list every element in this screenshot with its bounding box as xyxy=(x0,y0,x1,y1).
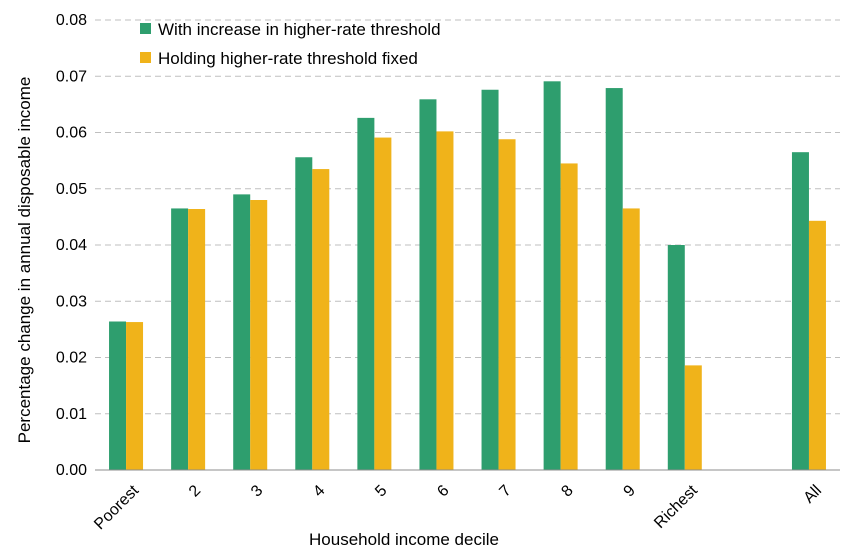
bar xyxy=(295,157,313,470)
bar xyxy=(233,194,251,470)
bar xyxy=(109,321,127,470)
bar xyxy=(808,220,826,470)
x-tick-label: 8 xyxy=(558,482,576,500)
y-tick-label: 0.08 xyxy=(56,12,87,29)
y-tick-label: 0.07 xyxy=(56,68,87,85)
legend: With increase in higher-rate threshold H… xyxy=(140,20,441,68)
bar xyxy=(560,163,578,470)
bar xyxy=(188,209,206,470)
y-tick-label: 0.01 xyxy=(56,406,87,423)
x-tick-label: 7 xyxy=(496,482,514,500)
bar xyxy=(419,99,437,470)
x-tick-label: 5 xyxy=(372,482,390,500)
x-axis-title: Household income decile xyxy=(309,530,499,549)
x-tick-label: Richest xyxy=(651,482,701,532)
legend-swatch-with-increase xyxy=(140,23,151,34)
x-tick-label: 3 xyxy=(248,482,266,500)
bar xyxy=(357,117,375,470)
x-tick-label: 6 xyxy=(434,482,452,500)
y-axis-title: Percentage change in annual disposable i… xyxy=(15,77,34,444)
bar xyxy=(436,131,454,470)
legend-label-holding-fixed: Holding higher-rate threshold fixed xyxy=(158,49,418,68)
y-tick-label: 0.06 xyxy=(56,125,87,142)
bar xyxy=(543,81,561,470)
gridlines xyxy=(95,19,840,415)
bars xyxy=(109,81,826,470)
bar xyxy=(791,152,809,470)
y-tick-label: 0.05 xyxy=(56,181,87,198)
bar xyxy=(605,88,623,470)
y-tick-label: 0.04 xyxy=(56,237,87,254)
bar xyxy=(481,89,499,470)
bar xyxy=(374,137,392,470)
bar xyxy=(684,365,702,470)
legend-label-with-increase: With increase in higher-rate threshold xyxy=(158,20,441,39)
bar xyxy=(250,200,268,470)
legend-swatch-holding-fixed xyxy=(140,52,151,63)
bar xyxy=(171,208,189,470)
bar xyxy=(498,139,516,470)
x-tick-label: 9 xyxy=(621,482,639,500)
x-tick-label: 2 xyxy=(186,482,204,500)
bar xyxy=(667,245,685,470)
y-tick-label: 0.02 xyxy=(56,350,87,367)
bar xyxy=(312,169,330,470)
y-tick-labels: 0.00 0.01 0.02 0.03 0.04 0.05 0.06 0.07 0.08 xyxy=(56,12,87,479)
x-tick-label: All xyxy=(801,482,826,507)
x-tick-labels: Poorest 2 3 4 5 6 7 8 9 Richest All xyxy=(91,482,825,533)
bar xyxy=(622,208,640,470)
x-tick-label: Poorest xyxy=(91,482,142,533)
x-tick-label: 4 xyxy=(310,482,328,500)
y-tick-label: 0.03 xyxy=(56,293,87,310)
bar xyxy=(126,322,144,470)
y-tick-label: 0.00 xyxy=(56,462,87,479)
